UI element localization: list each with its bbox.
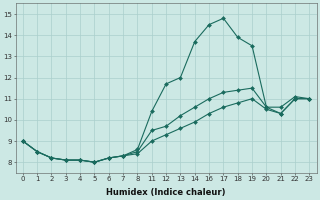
- X-axis label: Humidex (Indice chaleur): Humidex (Indice chaleur): [106, 188, 226, 197]
